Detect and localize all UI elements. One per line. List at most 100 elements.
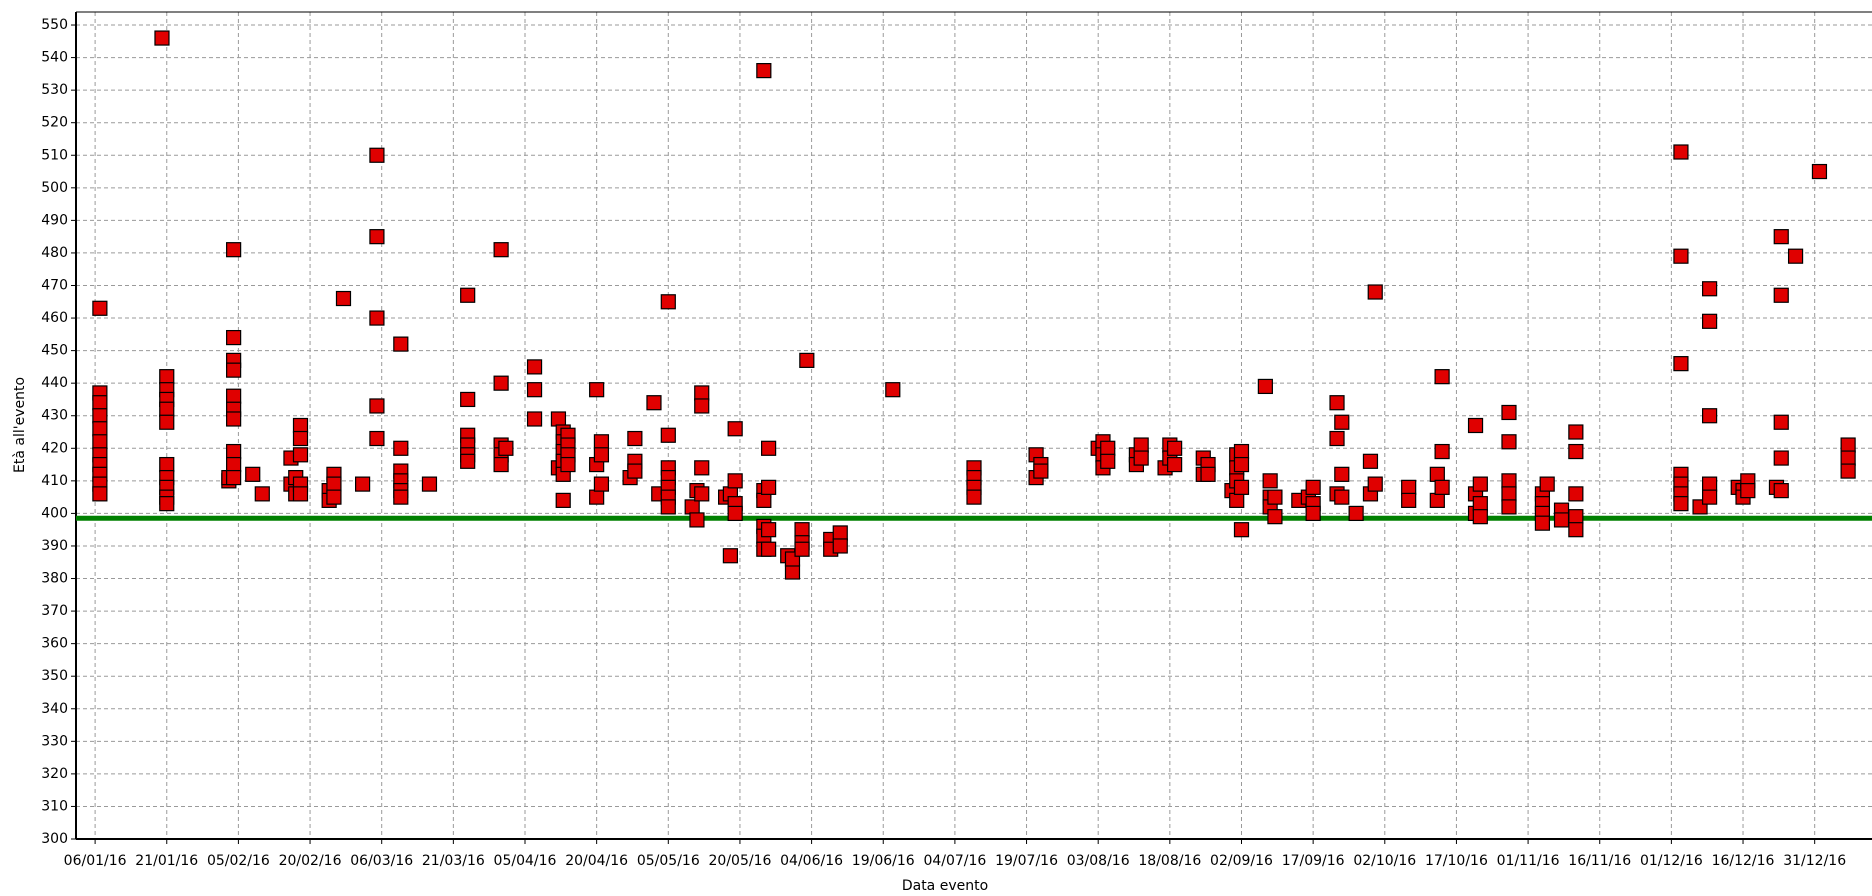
point	[393, 336, 409, 352]
point	[460, 453, 476, 469]
point	[92, 486, 108, 502]
x-axis-label: Data evento	[902, 878, 988, 894]
point	[761, 479, 777, 495]
point	[727, 505, 743, 522]
point	[226, 456, 242, 473]
point	[694, 486, 710, 502]
point	[326, 489, 342, 505]
point	[393, 440, 409, 456]
x-tick-label: 04/07/16	[923, 853, 986, 869]
point	[1568, 443, 1584, 460]
point	[646, 395, 662, 411]
point	[1773, 414, 1789, 430]
point	[369, 229, 385, 245]
y-tick-label: 380	[41, 571, 68, 587]
point	[1673, 356, 1689, 372]
y-tick-label: 480	[41, 245, 68, 261]
point	[226, 242, 242, 258]
point	[689, 512, 705, 528]
point	[1033, 463, 1049, 479]
point	[727, 421, 743, 437]
point	[369, 310, 385, 326]
point	[1401, 479, 1417, 495]
point	[1434, 369, 1450, 385]
x-tick-label: 06/03/16	[350, 853, 413, 869]
point	[1534, 515, 1551, 531]
x-tick-label: 05/04/16	[494, 853, 557, 869]
point	[1501, 434, 1517, 450]
point	[660, 294, 676, 310]
point	[154, 30, 170, 46]
point	[756, 63, 772, 79]
point	[1229, 492, 1245, 508]
point	[226, 388, 242, 404]
point	[1773, 483, 1789, 499]
point	[550, 411, 567, 427]
y-tick-label: 510	[41, 147, 68, 163]
point	[589, 382, 605, 398]
y-tick-label: 410	[41, 473, 68, 489]
point	[292, 486, 309, 502]
point	[1133, 437, 1149, 453]
point	[1787, 248, 1804, 264]
point	[226, 469, 242, 486]
point	[1329, 395, 1345, 411]
point	[292, 417, 309, 434]
point	[1348, 505, 1364, 522]
x-tick-label: 18/08/16	[1138, 853, 1201, 869]
point	[254, 486, 270, 502]
point	[1267, 489, 1283, 505]
x-tick-label: 02/10/16	[1353, 853, 1416, 869]
point	[1501, 499, 1517, 515]
point	[885, 382, 901, 398]
point	[1568, 486, 1584, 502]
point	[1553, 512, 1570, 528]
point	[1334, 466, 1350, 482]
point	[498, 440, 514, 456]
point	[369, 398, 385, 414]
point	[92, 395, 108, 411]
point	[493, 242, 509, 258]
point	[1673, 496, 1689, 512]
y-tick-label: 470	[41, 277, 68, 293]
y-tick-label: 350	[41, 668, 68, 684]
y-tick-label: 360	[41, 636, 68, 652]
y-tick-label: 310	[41, 798, 68, 814]
point	[226, 411, 242, 427]
x-tick-label: 05/02/16	[207, 853, 270, 869]
x-tick-label: 20/04/16	[565, 853, 628, 869]
point	[1401, 492, 1417, 508]
x-tick-label: 16/12/16	[1712, 853, 1775, 869]
x-tick-label: 06/01/16	[64, 853, 127, 869]
point	[354, 476, 371, 492]
point	[627, 463, 643, 479]
point	[1233, 522, 1250, 538]
x-tick-label: 02/09/16	[1210, 853, 1273, 869]
point	[1262, 473, 1278, 489]
point	[799, 352, 815, 368]
point	[722, 548, 738, 564]
point	[593, 447, 610, 463]
point	[493, 456, 509, 473]
point	[560, 456, 576, 473]
y-tick-label: 300	[41, 831, 68, 847]
point	[92, 300, 108, 316]
point	[92, 434, 108, 450]
point	[421, 476, 438, 492]
y-tick-label: 320	[41, 766, 68, 782]
y-axis-label: Età all'evento	[12, 377, 28, 473]
point	[1305, 479, 1321, 495]
y-tick-label: 330	[41, 733, 68, 749]
point	[1501, 473, 1517, 489]
point	[761, 522, 777, 538]
point	[1100, 453, 1116, 469]
point	[694, 460, 710, 476]
point	[226, 443, 242, 460]
point	[1329, 430, 1345, 447]
y-tick-label: 550	[41, 17, 68, 33]
point	[1773, 450, 1789, 466]
point	[1501, 486, 1517, 502]
point	[226, 329, 242, 346]
